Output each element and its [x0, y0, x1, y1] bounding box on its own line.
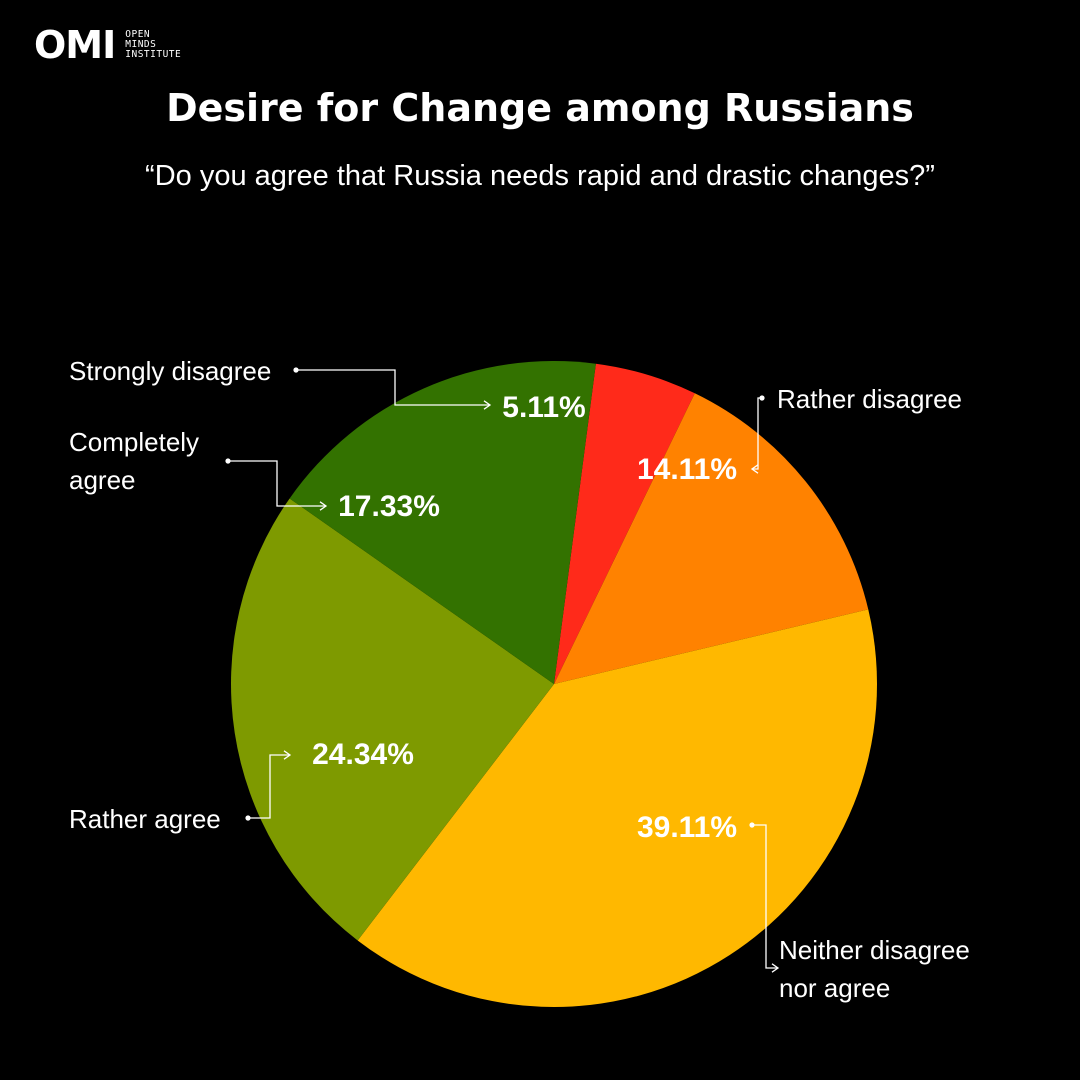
leader-line-strongly-disagree [296, 369, 490, 406]
category-label-completely-agree-line-2: agree [69, 465, 136, 495]
pie-slice-rather-agree [231, 498, 554, 941]
leader-dot-strongly-disagree [293, 367, 299, 373]
category-label-strongly-disagree: Strongly disagree [69, 356, 271, 386]
logo-line-2: MINDS [125, 39, 157, 50]
category-label-rather-disagree: Rather disagree [777, 384, 962, 414]
data-label-strongly-disagree: 5.11% [502, 391, 585, 424]
logo: OMI OPEN MINDS INSTITUTE [34, 26, 181, 64]
logo-line-3: INSTITUTE [125, 49, 182, 60]
leader-arrow-rather-disagree [750, 464, 759, 474]
leader-arrow-strongly-disagree [483, 400, 492, 410]
leader-arrow-rather-agree [283, 750, 292, 760]
pie-slice-strongly-disagree [554, 363, 695, 684]
chart-title: Desire for Change among Russians [166, 86, 914, 130]
leader-dot-neither-disagree-nor-agree [749, 822, 755, 828]
category-label-neither-disagree-nor-agree-line-2: nor agree [779, 973, 890, 1003]
leader-line-completely-agree [228, 460, 326, 507]
leader-arrow-completely-agree [319, 501, 328, 511]
data-label-neither-disagree-nor-agree: 39.11% [637, 811, 737, 844]
logo-line-1: OPEN [125, 29, 151, 40]
data-label-rather-disagree: 14.11% [637, 453, 737, 486]
leader-line-rather-agree [248, 754, 290, 819]
data-label-rather-agree: 24.34% [312, 738, 414, 771]
logo-text: OPEN MINDS INSTITUTE [125, 30, 181, 60]
category-label-completely-agree-line-1: Completely [69, 427, 199, 457]
leader-dot-completely-agree [225, 458, 231, 464]
leader-arrow-neither-disagree-nor-agree [771, 963, 780, 973]
pie-slice-completely-agree [289, 361, 596, 684]
pie-slice-neither-disagree-nor-agree [357, 609, 877, 1007]
category-label-neither-disagree-nor-agree-line-1: Neither disagree [779, 935, 970, 965]
leader-dot-rather-disagree [759, 395, 765, 401]
leader-line-neither-disagree-nor-agree [752, 824, 778, 969]
chart-subtitle: “Do you agree that Russia needs rapid an… [145, 160, 935, 192]
category-label-rather-agree: Rather agree [69, 804, 221, 834]
leader-dot-rather-agree [245, 815, 251, 821]
pie-slice-rather-disagree [554, 393, 869, 684]
logo-mark: OMI [34, 23, 116, 67]
data-label-completely-agree: 17.33% [338, 490, 440, 523]
